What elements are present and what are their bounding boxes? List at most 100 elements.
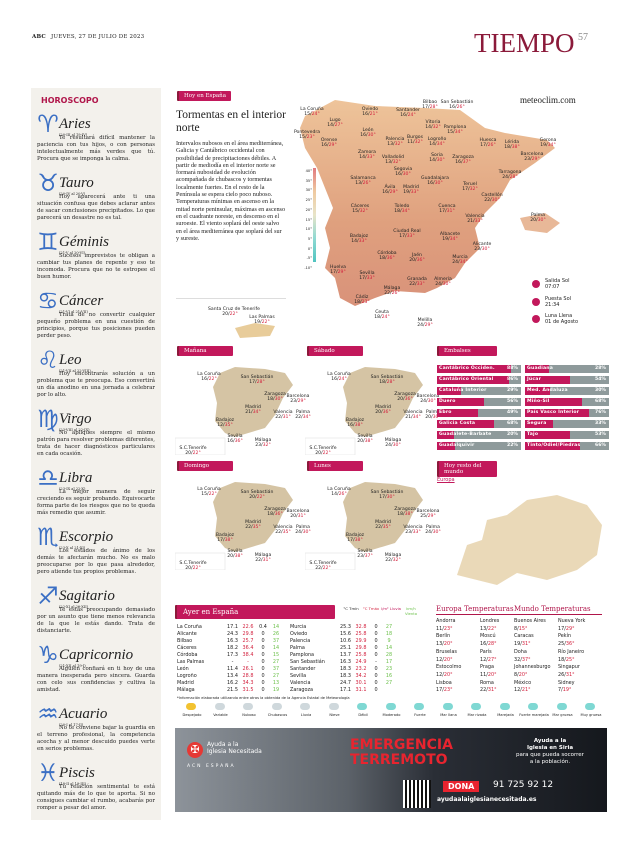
city-name: Córdoba — [377, 251, 397, 256]
city-temp: 18/28° — [379, 380, 395, 385]
cell: Murcia — [290, 624, 307, 630]
city-temp: 16/24° — [400, 113, 416, 118]
sign-8: ♐ Sagitario (22-XI al 20-XII) Te estás preo… — [37, 584, 155, 635]
forecast-day-tag: Sábado — [307, 346, 363, 356]
city-temp: 16/38° — [347, 423, 363, 428]
min-temp: 26/ — [558, 671, 566, 678]
city-label: Sevilla 20/38° — [343, 434, 387, 444]
reservoir-bar: Guadalete-Barbate 20% — [437, 431, 521, 439]
weather-legend-icon — [442, 703, 453, 710]
reservoir-pct: 33% — [595, 421, 606, 426]
forecast-map — [305, 482, 423, 570]
city-name: Nueva York — [558, 618, 586, 624]
scale-tick: 10° — [305, 227, 312, 232]
min-temp: 7/ — [558, 687, 563, 694]
cell: Alicante — [177, 631, 197, 637]
min-temp: 22 — [275, 415, 282, 420]
acn-logo-icon: ✠ — [187, 742, 203, 758]
max-temp: 26° — [487, 143, 496, 148]
city-temp: 19/34° — [442, 237, 458, 242]
sign-heading: Acuario (20-I al 17-II) — [59, 703, 107, 728]
city-label: Málaga 24/30° — [371, 438, 415, 448]
max-temp: 32° — [359, 209, 368, 214]
city-temp: 14/33° — [359, 155, 375, 160]
max-temp: 28° — [429, 105, 438, 110]
city-label: Cáceres 15/32° — [338, 204, 382, 214]
city-name: Segovia — [393, 167, 413, 172]
city-name: Valladolid — [381, 155, 405, 160]
city-temp: 14/33° — [351, 239, 367, 244]
world-city: Moscú 16/28° — [480, 633, 524, 648]
city-label: Pamplona 15/34° — [433, 125, 477, 135]
city-temp: 19/22° — [254, 320, 270, 325]
reservoirs-tag: Embalses — [437, 346, 497, 356]
city-label: Jaén 20/36° — [395, 253, 439, 263]
city-name: Palma — [426, 410, 440, 415]
advertisement[interactable]: ✠ Ayuda a la Iglesia Necesitada ACN ESPAÑ… — [175, 728, 607, 812]
min-temp: 14 — [429, 142, 436, 147]
city-name: Bruselas — [436, 648, 457, 655]
city-name: Caracas — [514, 633, 534, 640]
brand: ABC — [32, 34, 46, 40]
min-temp: 13 — [355, 181, 362, 186]
max-temp: 24° — [381, 315, 390, 320]
page-number: 57 — [578, 32, 588, 43]
city-temp: 12/35° — [217, 423, 233, 428]
city-temp: 16/36° — [227, 439, 243, 444]
max-temp: 30° — [402, 172, 411, 177]
legend-label: Despejado — [182, 713, 202, 717]
city-temp: 20/22° — [315, 451, 331, 456]
max-temp: 30° — [491, 198, 500, 203]
sign-name: Libra — [59, 470, 93, 486]
min-temp: 12/ — [480, 656, 488, 663]
cell: León — [177, 666, 189, 672]
max-temp: 32° — [262, 443, 271, 448]
zodiac-icon: ♎ — [37, 464, 59, 492]
sign-dates: (21-VII al 22-VIII) — [59, 369, 91, 373]
max-temp: 30° — [274, 397, 283, 402]
table-row: Cáceres 18.2 36.4 0 14 — [177, 645, 282, 652]
sign-2: ♊ Géminis (21-V al 20-VI) Sucesos imprevist… — [37, 230, 155, 281]
city-label: Murcia 24/34° — [438, 255, 482, 265]
ad-headline: EMERGENCIA TERREMOTO — [350, 737, 453, 768]
table-row: Murcia 25.3 32.8 0 27 — [290, 624, 395, 631]
city-label: Toledo 18/34° — [380, 204, 424, 214]
max-temp: 22° — [208, 377, 217, 382]
forecast-day-tag: Lunes — [307, 461, 363, 471]
date: JUEVES, 27 DE JULIO DE 2023 — [51, 34, 145, 40]
cell: Zaragoza — [290, 687, 314, 693]
max-temp: 20° — [443, 671, 453, 678]
zodiac-icon: ♍ — [37, 405, 59, 433]
cell: 22.6 — [242, 624, 254, 630]
min-temp: 13/ — [436, 641, 444, 648]
min-temp: 22 — [255, 558, 262, 563]
table-row: Bilbao 16.3 25.7 0 37 — [177, 638, 282, 645]
min-temp: 20 — [227, 554, 234, 559]
cell: 18.3 — [340, 666, 351, 672]
table-row: Málaga 21.5 31.5 0 19 — [177, 687, 282, 694]
min-temp: 15 — [201, 492, 208, 497]
cell: - — [375, 659, 377, 665]
city-temp: 15/24° — [304, 112, 320, 117]
world-city: Johannesburgo 8/20° — [514, 664, 558, 679]
city-temp: 13/20° — [436, 641, 480, 649]
city-temp: 17/26° — [480, 143, 496, 148]
cell: 16.2 — [227, 680, 238, 686]
min-temp: 8/ — [514, 671, 519, 678]
city-name: Zamora — [358, 150, 376, 155]
weather-legend-icon — [243, 703, 253, 710]
ad-website[interactable]: ayudaalaiglesianecesitada.es — [437, 796, 537, 803]
qr-code[interactable] — [403, 780, 431, 808]
cell: 11.4 — [227, 666, 238, 672]
reservoir-bar: Tinto/Odiel/Piedras 66% — [525, 442, 609, 450]
city-temp: 32/37° — [514, 657, 558, 665]
legend-label: Lluvia — [300, 713, 312, 717]
zodiac-icon: ♈ — [37, 110, 59, 138]
max-temp: 33° — [410, 190, 419, 195]
city-name: Oviedo — [361, 107, 379, 112]
min-temp: 23 — [357, 554, 364, 559]
city-temp: 20/36° — [409, 258, 425, 263]
max-temp: 36° — [382, 410, 391, 415]
city-name: Málaga — [383, 286, 401, 291]
city-name: Valencia — [403, 525, 423, 530]
